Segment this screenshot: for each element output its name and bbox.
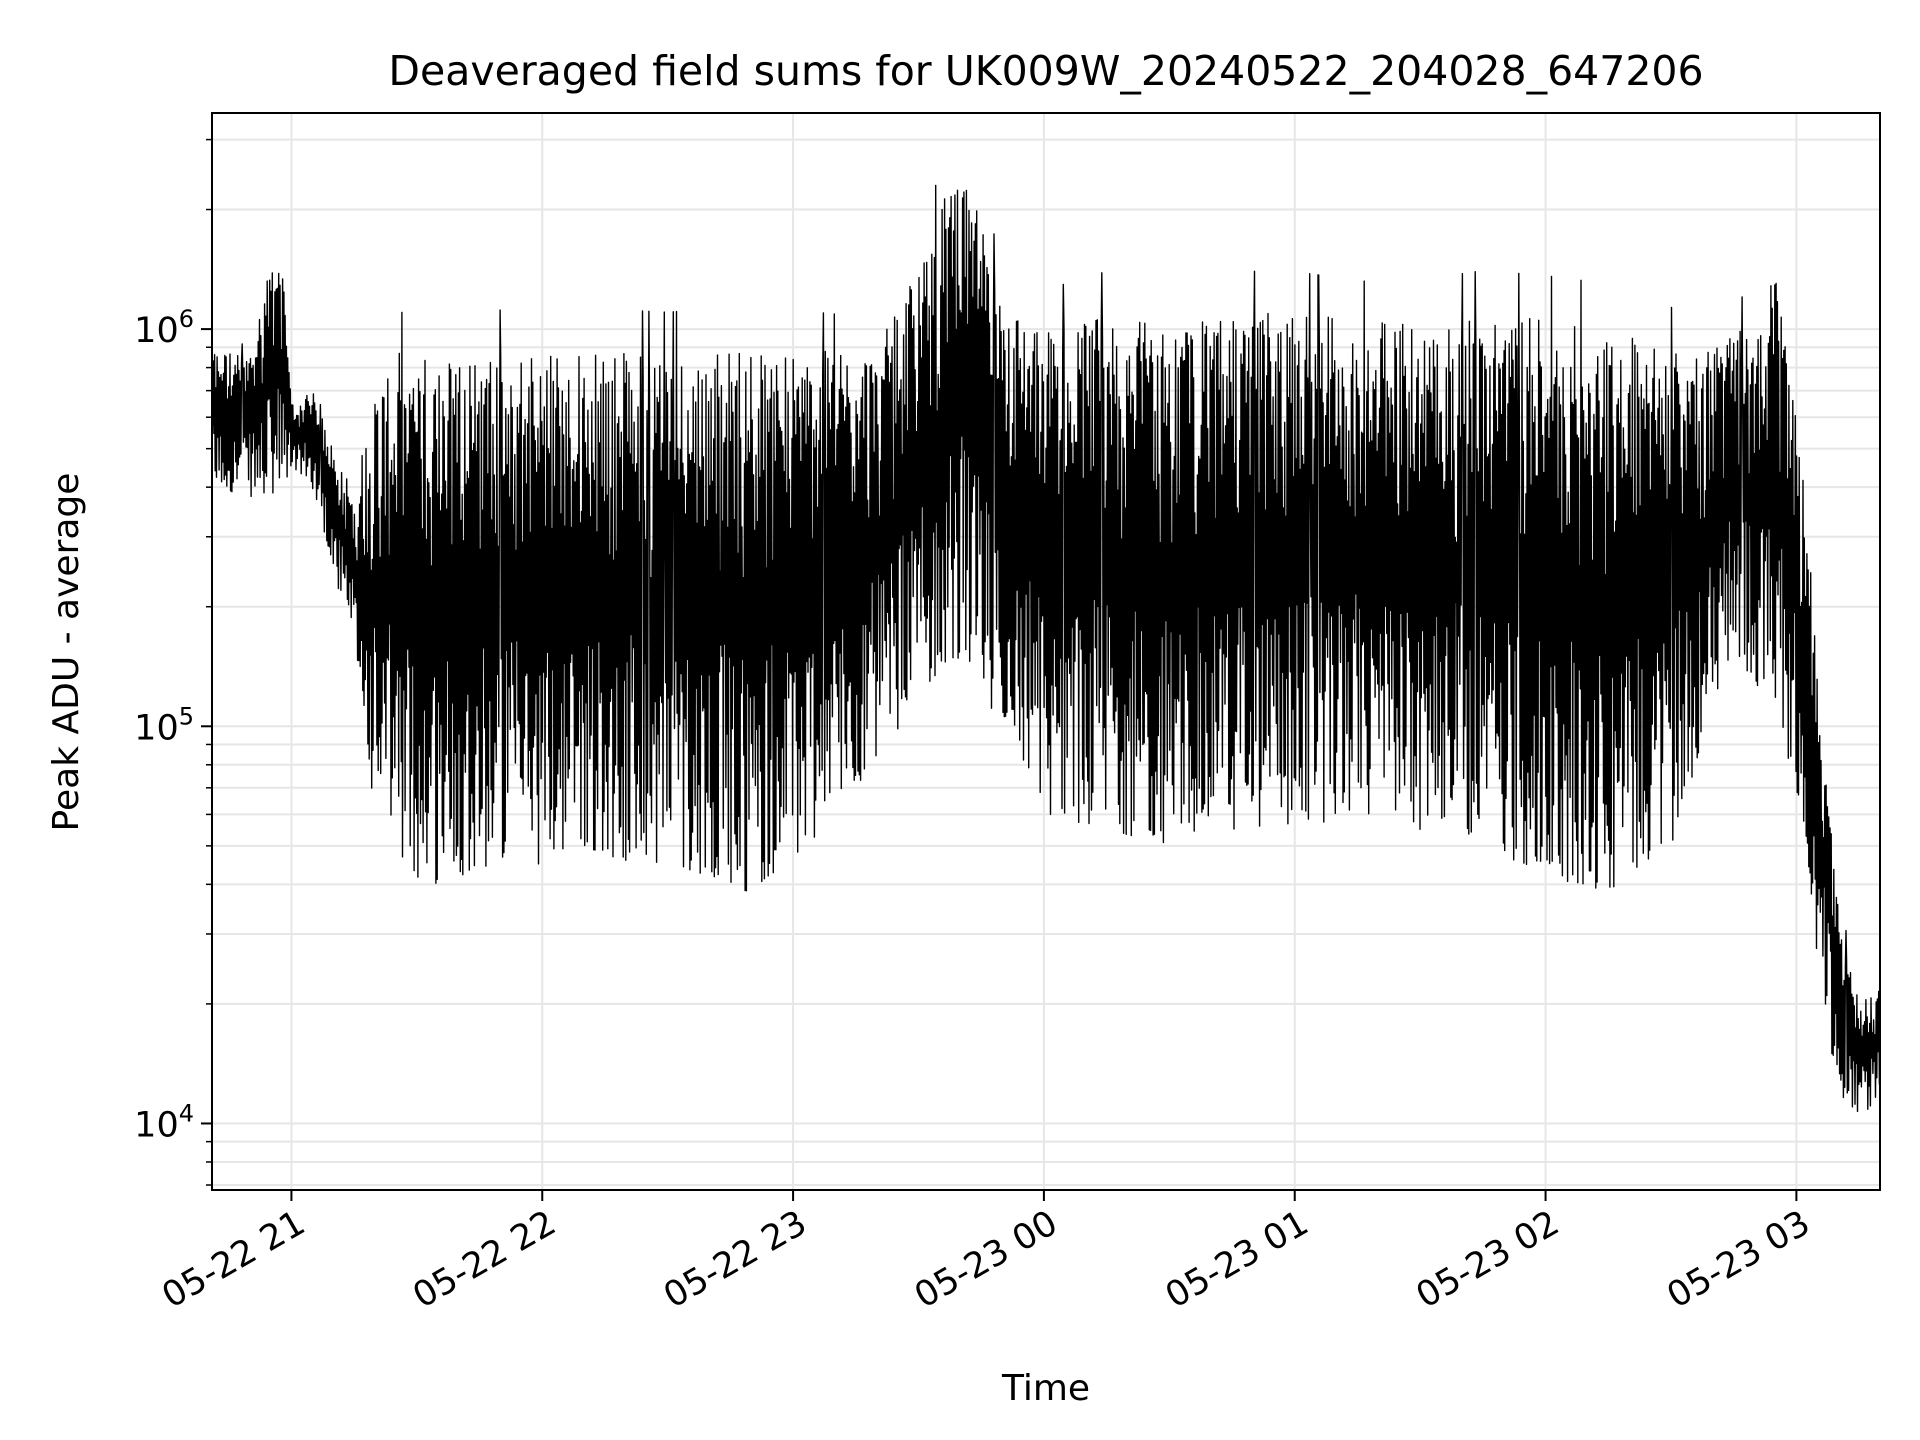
y-tick-label: 104 — [134, 1099, 194, 1145]
x-tick-label: 05-23 03 — [1661, 1203, 1817, 1316]
plot-frame — [211, 112, 1881, 1191]
x-tick-label: 05-22 23 — [657, 1203, 813, 1316]
y-major-grid — [212, 328, 1880, 1125]
x-tick-label: 05-22 21 — [156, 1203, 312, 1316]
y-axis-label: Peak ADU - average — [46, 473, 87, 832]
series-line — [211, 184, 1881, 1113]
y-tick-label: 106 — [134, 305, 194, 351]
y-ticks: 104 105 106 — [134, 138, 212, 1186]
x-ticks: 05-22 21 05-22 22 05-22 23 05-23 00 05-23 01… — [156, 1190, 1817, 1316]
x-axis-label: Time — [1001, 1368, 1090, 1409]
data-series — [211, 184, 1881, 1113]
x-tick-label: 05-23 02 — [1410, 1203, 1566, 1316]
x-tick-label: 05-23 00 — [908, 1203, 1064, 1316]
y-tick-label: 105 — [134, 702, 194, 748]
chart-title: Deaveraged field sums for UK009W_2024052… — [388, 47, 1703, 95]
x-tick-label: 05-23 01 — [1159, 1203, 1315, 1316]
x-tick-label: 05-22 22 — [406, 1203, 562, 1316]
